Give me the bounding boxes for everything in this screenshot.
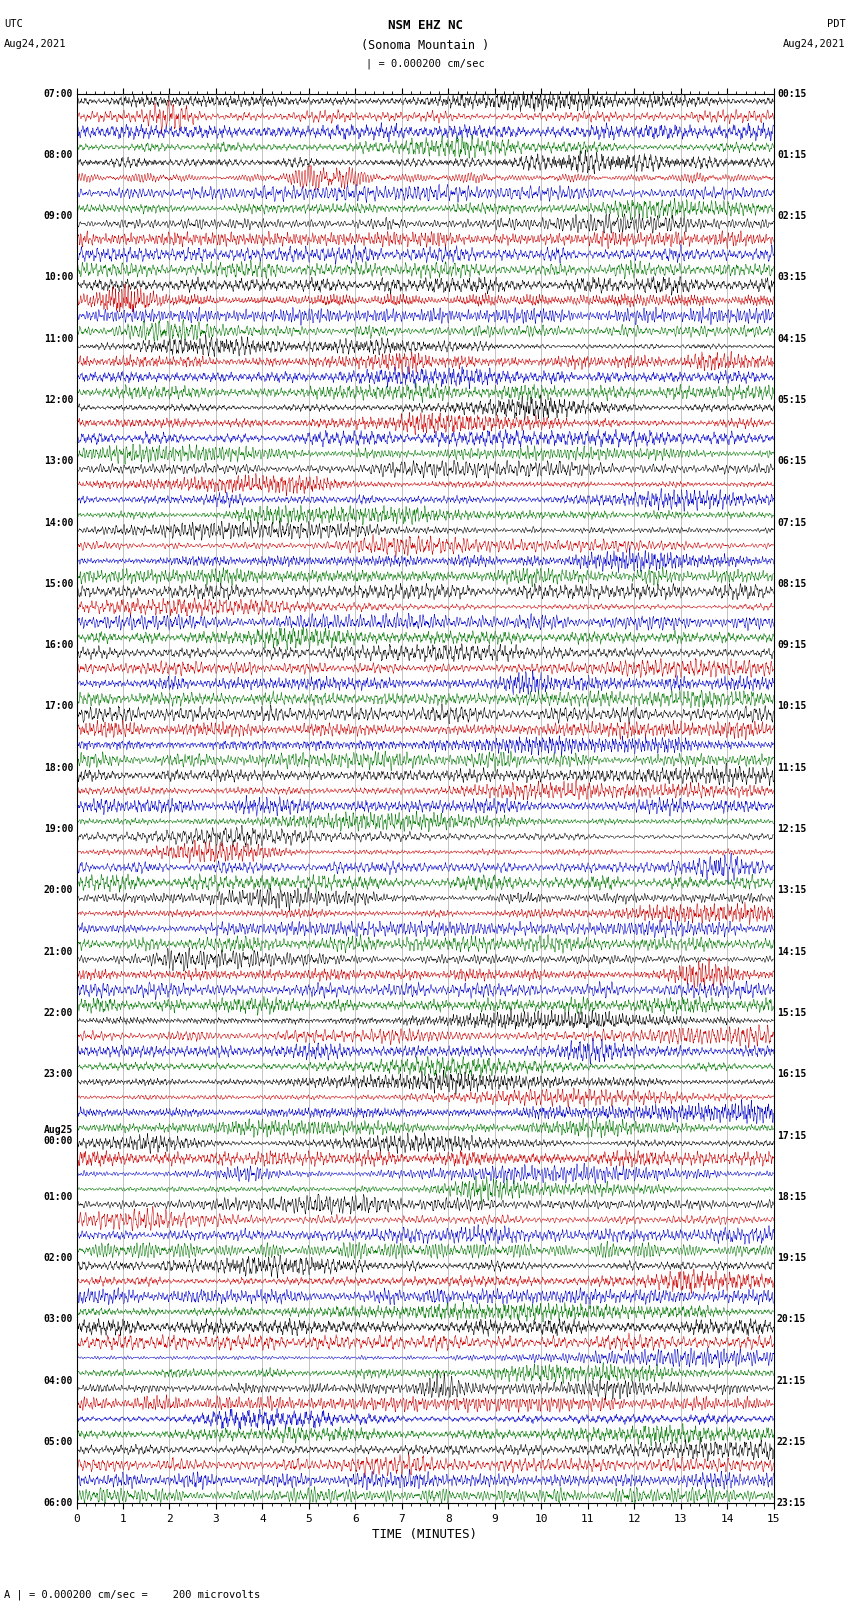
Text: 01:00: 01:00 (43, 1192, 73, 1202)
Text: 10:15: 10:15 (777, 702, 807, 711)
Text: 09:15: 09:15 (777, 640, 807, 650)
Text: (Sonoma Mountain ): (Sonoma Mountain ) (361, 39, 489, 52)
Text: 08:15: 08:15 (777, 579, 807, 589)
Text: 17:00: 17:00 (43, 702, 73, 711)
Text: 16:15: 16:15 (777, 1069, 807, 1079)
Text: 13:15: 13:15 (777, 886, 807, 895)
Text: 02:15: 02:15 (777, 211, 807, 221)
Text: 07:15: 07:15 (777, 518, 807, 527)
Text: 20:00: 20:00 (43, 886, 73, 895)
Text: 22:00: 22:00 (43, 1008, 73, 1018)
Text: 22:15: 22:15 (777, 1437, 807, 1447)
Text: 15:15: 15:15 (777, 1008, 807, 1018)
Text: 03:15: 03:15 (777, 273, 807, 282)
Text: 05:15: 05:15 (777, 395, 807, 405)
Text: 20:15: 20:15 (777, 1315, 807, 1324)
Text: 02:00: 02:00 (43, 1253, 73, 1263)
X-axis label: TIME (MINUTES): TIME (MINUTES) (372, 1528, 478, 1540)
Text: 18:00: 18:00 (43, 763, 73, 773)
Text: 06:00: 06:00 (43, 1498, 73, 1508)
Text: 18:15: 18:15 (777, 1192, 807, 1202)
Text: 15:00: 15:00 (43, 579, 73, 589)
Text: 16:00: 16:00 (43, 640, 73, 650)
Text: 21:15: 21:15 (777, 1376, 807, 1386)
Text: 23:15: 23:15 (777, 1498, 807, 1508)
Text: 04:00: 04:00 (43, 1376, 73, 1386)
Text: Aug24,2021: Aug24,2021 (783, 39, 846, 48)
Text: UTC: UTC (4, 19, 23, 29)
Text: 12:15: 12:15 (777, 824, 807, 834)
Text: 17:15: 17:15 (777, 1131, 807, 1140)
Text: Aug24,2021: Aug24,2021 (4, 39, 67, 48)
Text: 14:15: 14:15 (777, 947, 807, 957)
Text: 08:00: 08:00 (43, 150, 73, 160)
Text: 11:15: 11:15 (777, 763, 807, 773)
Text: 19:15: 19:15 (777, 1253, 807, 1263)
Text: NSM EHZ NC: NSM EHZ NC (388, 19, 462, 32)
Text: 10:00: 10:00 (43, 273, 73, 282)
Text: 09:00: 09:00 (43, 211, 73, 221)
Text: 23:00: 23:00 (43, 1069, 73, 1079)
Text: 19:00: 19:00 (43, 824, 73, 834)
Text: 14:00: 14:00 (43, 518, 73, 527)
Text: 07:00: 07:00 (43, 89, 73, 98)
Text: 11:00: 11:00 (43, 334, 73, 344)
Text: 06:15: 06:15 (777, 456, 807, 466)
Text: 04:15: 04:15 (777, 334, 807, 344)
Text: 12:00: 12:00 (43, 395, 73, 405)
Text: | = 0.000200 cm/sec: | = 0.000200 cm/sec (366, 58, 484, 69)
Text: Aug25
00:00: Aug25 00:00 (43, 1124, 73, 1147)
Text: 21:00: 21:00 (43, 947, 73, 957)
Text: 00:15: 00:15 (777, 89, 807, 98)
Text: PDT: PDT (827, 19, 846, 29)
Text: 05:00: 05:00 (43, 1437, 73, 1447)
Text: 03:00: 03:00 (43, 1315, 73, 1324)
Text: 01:15: 01:15 (777, 150, 807, 160)
Text: A | = 0.000200 cm/sec =    200 microvolts: A | = 0.000200 cm/sec = 200 microvolts (4, 1589, 260, 1600)
Text: 13:00: 13:00 (43, 456, 73, 466)
